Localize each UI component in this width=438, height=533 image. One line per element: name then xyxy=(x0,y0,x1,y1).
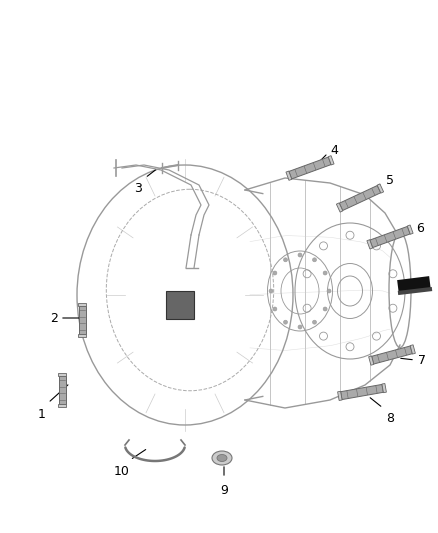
Ellipse shape xyxy=(298,253,302,257)
Polygon shape xyxy=(286,171,292,180)
Polygon shape xyxy=(369,356,374,365)
Ellipse shape xyxy=(312,258,317,262)
Polygon shape xyxy=(377,184,384,193)
Polygon shape xyxy=(58,373,66,376)
Polygon shape xyxy=(338,391,342,400)
Polygon shape xyxy=(78,303,86,306)
Ellipse shape xyxy=(212,451,232,465)
Ellipse shape xyxy=(273,307,277,311)
Ellipse shape xyxy=(283,320,287,324)
Ellipse shape xyxy=(327,289,331,293)
Text: 3: 3 xyxy=(134,182,142,195)
Polygon shape xyxy=(370,227,410,248)
Polygon shape xyxy=(410,345,415,354)
Text: 10: 10 xyxy=(114,465,130,478)
Polygon shape xyxy=(289,157,331,179)
Text: 6: 6 xyxy=(416,222,424,235)
Ellipse shape xyxy=(217,455,227,462)
Ellipse shape xyxy=(283,258,287,262)
Polygon shape xyxy=(328,156,334,165)
Polygon shape xyxy=(336,203,343,212)
Ellipse shape xyxy=(312,320,317,324)
Ellipse shape xyxy=(323,271,327,275)
Polygon shape xyxy=(339,185,381,211)
Polygon shape xyxy=(78,306,85,334)
Text: 9: 9 xyxy=(220,484,228,497)
Polygon shape xyxy=(341,384,383,400)
Ellipse shape xyxy=(273,271,277,275)
Polygon shape xyxy=(407,225,413,235)
Polygon shape xyxy=(58,404,66,407)
Text: 1: 1 xyxy=(38,408,46,421)
Text: 8: 8 xyxy=(386,412,394,425)
Polygon shape xyxy=(372,346,412,364)
Text: 7: 7 xyxy=(418,353,426,367)
Ellipse shape xyxy=(269,289,273,293)
FancyBboxPatch shape xyxy=(166,291,194,319)
Polygon shape xyxy=(382,384,386,393)
Text: 4: 4 xyxy=(330,143,338,157)
Ellipse shape xyxy=(323,307,327,311)
Polygon shape xyxy=(78,334,86,337)
Ellipse shape xyxy=(298,325,302,329)
Text: 2: 2 xyxy=(50,311,58,325)
Polygon shape xyxy=(367,240,373,249)
Polygon shape xyxy=(59,376,66,404)
Text: 5: 5 xyxy=(386,174,394,187)
